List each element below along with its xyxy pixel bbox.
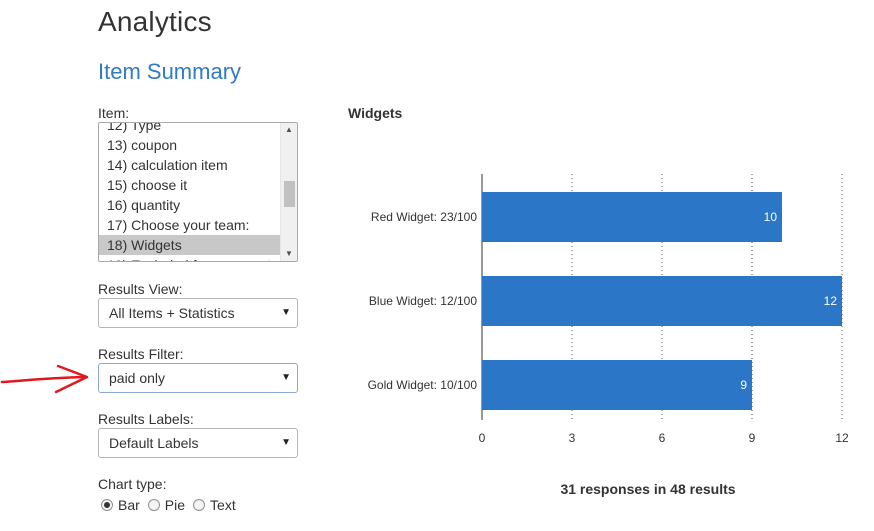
item-option[interactable]: 13) coupon bbox=[107, 137, 178, 153]
results-filter-value: paid only bbox=[109, 370, 166, 386]
x-tick-label: 6 bbox=[659, 431, 666, 445]
chevron-down-icon: ▼ bbox=[281, 307, 291, 318]
chevron-down-icon: ▼ bbox=[281, 372, 291, 383]
response-summary: 31 responses in 48 results bbox=[560, 481, 736, 497]
chart-type-radio-group: Bar Pie Text bbox=[101, 496, 244, 514]
red-arrow-annotation-icon bbox=[0, 364, 89, 394]
radio-circle-icon[interactable] bbox=[193, 499, 206, 511]
item-option[interactable]: 15) choose it bbox=[107, 177, 188, 193]
section-title: Item Summary bbox=[98, 59, 242, 84]
item-option[interactable]: 19) Excluded from percent bbox=[99, 255, 280, 261]
item-option[interactable]: 12) Type bbox=[107, 122, 162, 133]
results-labels-label: Results Labels: bbox=[98, 411, 194, 427]
item-listbox[interactable]: 12) Type 13) coupon 14) calculation item 15… bbox=[98, 122, 298, 262]
bar bbox=[482, 360, 752, 410]
x-tick-label: 3 bbox=[569, 431, 576, 445]
chart-type-pie-radio[interactable]: Pie bbox=[147, 497, 186, 513]
item-option[interactable]: 16) quantity bbox=[107, 197, 181, 213]
chart-type-text-label: Text bbox=[210, 497, 236, 513]
scroll-down-arrow-icon[interactable]: ▼ bbox=[285, 249, 293, 258]
category-label: Red Widget: 23/100 bbox=[371, 210, 477, 224]
scroll-up-arrow-icon[interactable]: ▲ bbox=[285, 125, 293, 134]
bar-data-label: 12 bbox=[824, 294, 838, 308]
category-label: Blue Widget: 12/100 bbox=[369, 294, 477, 308]
results-view-label: Results View: bbox=[98, 281, 183, 297]
item-option[interactable]: 14) calculation item bbox=[107, 157, 228, 173]
x-tick-label: 9 bbox=[749, 431, 756, 445]
bar-data-label: 10 bbox=[764, 210, 778, 224]
x-tick-label: 0 bbox=[479, 431, 486, 445]
bar bbox=[482, 276, 842, 326]
results-view-select[interactable]: All Items + Statistics ▼ bbox=[98, 298, 298, 328]
results-view-value: All Items + Statistics bbox=[109, 305, 235, 321]
item-option[interactable]: 17) Choose your team: bbox=[107, 217, 250, 233]
radio-circle-icon[interactable] bbox=[147, 499, 160, 511]
category-label: Gold Widget: 10/100 bbox=[368, 378, 478, 392]
chart-type-bar-radio[interactable]: Bar bbox=[101, 497, 140, 513]
results-filter-label: Results Filter: bbox=[98, 346, 184, 362]
bar bbox=[482, 192, 782, 242]
widgets-bar-chart: 10 Red Widget: 23/100 12 Blue Widget: 12/10… bbox=[368, 174, 849, 445]
item-option[interactable]: 18) Widgets bbox=[99, 235, 280, 255]
chevron-down-icon: ▼ bbox=[281, 437, 291, 448]
results-labels-value: Default Labels bbox=[109, 435, 199, 451]
radio-circle-icon[interactable] bbox=[101, 499, 113, 511]
listbox-scrollbar[interactable]: ▲ ▼ bbox=[280, 123, 297, 261]
chart-title: Widgets bbox=[348, 105, 403, 121]
chart-type-bar-label: Bar bbox=[118, 497, 140, 513]
results-labels-select[interactable]: Default Labels ▼ bbox=[98, 428, 298, 458]
chart-type-pie-label: Pie bbox=[164, 497, 186, 513]
item-options: 12) Type 13) coupon 14) calculation item 15… bbox=[99, 122, 280, 261]
item-label: Item: bbox=[98, 105, 130, 121]
chart-type-text-radio[interactable]: Text bbox=[193, 497, 236, 513]
x-tick-label: 12 bbox=[835, 431, 849, 445]
chart-type-label: Chart type: bbox=[98, 476, 167, 492]
scroll-thumb[interactable] bbox=[284, 181, 295, 207]
page-title: Analytics bbox=[98, 6, 212, 37]
results-filter-select[interactable]: paid only ▼ bbox=[98, 363, 298, 393]
bar-data-label: 9 bbox=[740, 378, 747, 392]
